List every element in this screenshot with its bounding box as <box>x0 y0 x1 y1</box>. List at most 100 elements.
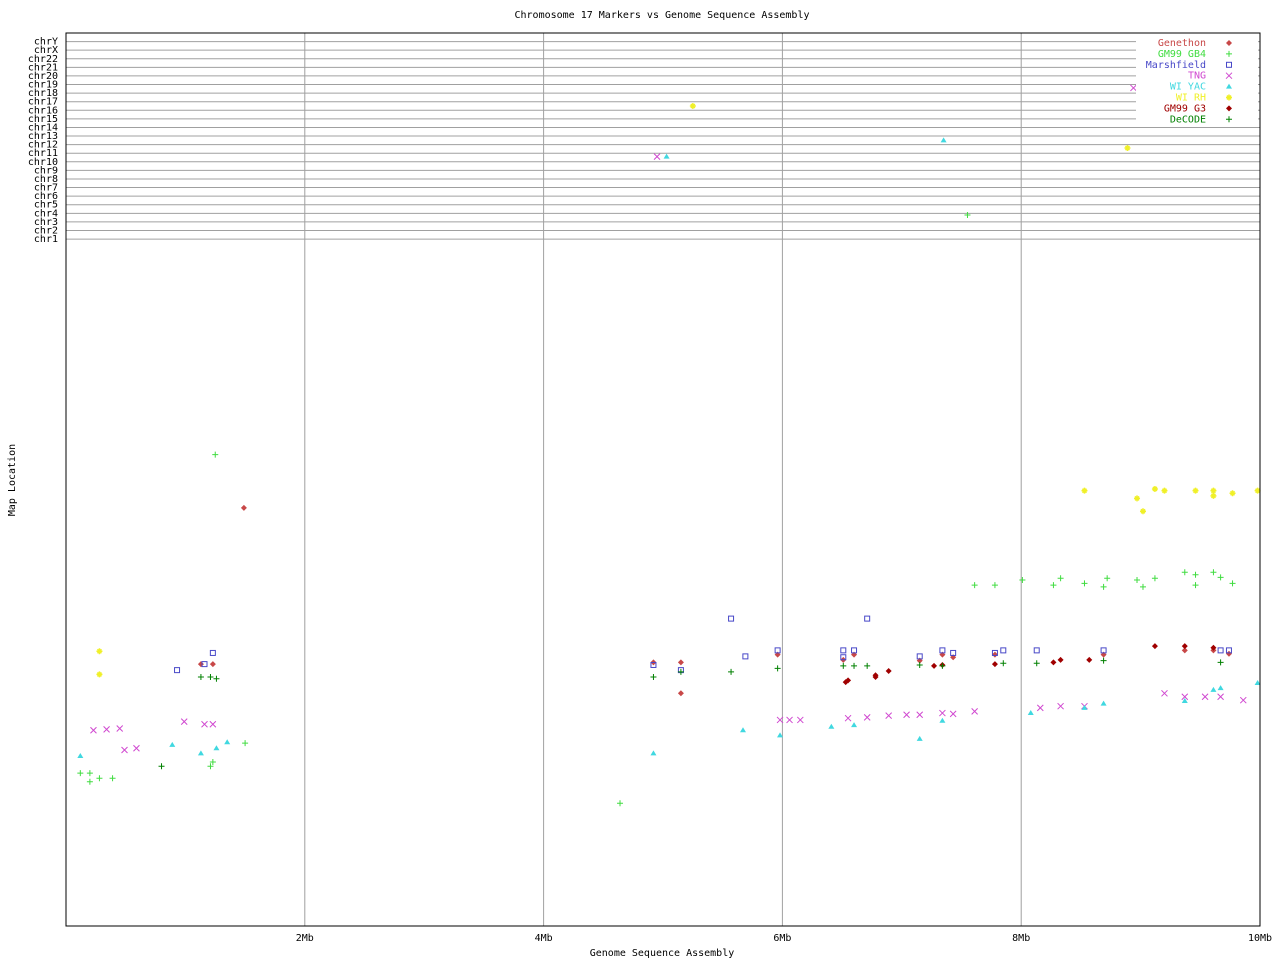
data-point <box>1104 575 1111 582</box>
y-tick-label: chr11 <box>28 148 58 159</box>
y-tick-label: chr16 <box>28 105 58 116</box>
data-point <box>96 775 103 782</box>
data-point <box>1050 659 1057 666</box>
data-point <box>949 710 957 718</box>
data-point <box>1086 656 1093 663</box>
legend-background <box>1136 37 1258 127</box>
legend-marker <box>1226 116 1232 123</box>
y-tick-label: chr4 <box>34 208 58 219</box>
data-point <box>77 770 84 777</box>
data-point <box>209 661 216 668</box>
data-point <box>971 582 978 589</box>
data-point <box>1181 647 1188 654</box>
y-tick-label: chr3 <box>34 217 58 228</box>
y-tick-label: chrX <box>34 45 58 56</box>
data-point <box>1130 84 1137 92</box>
data-point <box>1139 583 1146 590</box>
data-point <box>916 661 923 668</box>
data-point <box>209 649 216 656</box>
data-point <box>931 662 938 669</box>
data-point <box>224 739 231 745</box>
plot-frame <box>65 32 1261 927</box>
data-point <box>1100 700 1107 706</box>
y-tick-label: chr22 <box>28 54 58 65</box>
data-point <box>796 716 804 724</box>
data-point <box>1217 693 1224 701</box>
data-point <box>1036 704 1044 712</box>
data-point <box>728 668 735 675</box>
data-point <box>1210 644 1217 651</box>
y-tick-label: chr8 <box>34 174 58 185</box>
data-point <box>885 667 892 674</box>
data-point <box>653 153 661 160</box>
data-point <box>844 714 852 722</box>
data-point <box>842 679 849 686</box>
data-point <box>1057 702 1064 710</box>
y-tick-label: chr1 <box>34 234 58 245</box>
data-point <box>1192 582 1199 589</box>
data-point <box>1210 569 1217 576</box>
data-point <box>851 662 858 669</box>
data-point <box>677 690 684 697</box>
data-point <box>950 649 957 656</box>
data-point <box>1217 574 1224 581</box>
data-point <box>940 137 947 143</box>
legend-label: Genethon <box>1158 38 1206 49</box>
data-point <box>1210 686 1217 692</box>
grid: 2Mb 4Mb 6Mb 8Mb 10Mb chr1chr2chr3chr4chr5chr6… <box>28 33 1272 944</box>
data-point <box>840 647 847 654</box>
data-point <box>991 661 998 668</box>
data-point <box>212 451 219 458</box>
data-point <box>1050 582 1057 589</box>
data-point <box>96 671 103 678</box>
data-point <box>116 725 124 732</box>
data-point <box>916 735 923 741</box>
data-point <box>991 582 998 589</box>
data-point <box>1057 656 1064 663</box>
data-point <box>1225 647 1232 654</box>
y-tick-label: chr19 <box>28 80 58 91</box>
data-point <box>1033 647 1040 654</box>
data-point <box>197 673 204 680</box>
data-point <box>1181 643 1188 650</box>
x-tick-label: 8Mb <box>1012 933 1030 944</box>
data-point <box>1139 508 1146 515</box>
data-point <box>903 711 910 719</box>
data-point <box>939 647 946 654</box>
data-point <box>1181 693 1189 701</box>
data-point <box>242 740 249 747</box>
y-tick-label: chr6 <box>34 191 58 202</box>
data-point <box>1201 693 1209 701</box>
data-point <box>201 720 208 728</box>
y-axis-label: Map Location <box>7 444 18 516</box>
data-point <box>1239 696 1247 704</box>
data-point <box>1027 710 1034 716</box>
y-tick-label: chr2 <box>34 225 58 236</box>
data-point <box>1254 487 1261 494</box>
legend-label: Marshfield <box>1146 60 1206 71</box>
data-point <box>158 763 165 770</box>
data-point <box>1161 487 1168 494</box>
data-point <box>777 732 784 738</box>
data-point <box>1100 657 1107 664</box>
data-point <box>1081 487 1088 494</box>
data-point <box>1081 580 1088 587</box>
legend-marker <box>1226 50 1232 57</box>
y-tick-label: chr18 <box>28 88 58 99</box>
data-point <box>207 763 214 770</box>
y-tick-label: chr10 <box>28 157 58 168</box>
data-point <box>77 752 84 758</box>
data-point <box>213 745 220 751</box>
data-point <box>864 615 871 622</box>
data-point <box>1217 685 1224 691</box>
data-point <box>1033 660 1040 667</box>
data-point <box>1057 575 1064 582</box>
data-point <box>207 673 214 680</box>
data-point <box>96 648 103 655</box>
data-point <box>197 750 204 756</box>
data-point <box>1000 647 1007 654</box>
data-point <box>1000 660 1007 667</box>
data-point <box>1217 659 1224 666</box>
data-point <box>1151 485 1158 492</box>
